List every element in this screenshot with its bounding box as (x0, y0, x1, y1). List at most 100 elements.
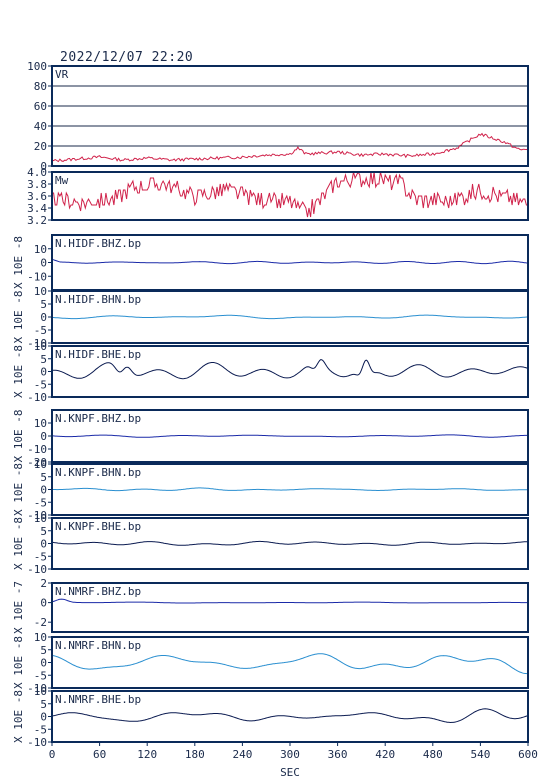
y-tick-label: 5 (40, 525, 47, 538)
y-tick-label: -5 (34, 378, 47, 391)
y-tick-label: -10 (27, 337, 47, 350)
y-tick-label: 0 (40, 597, 47, 610)
panel-label: N.HIDF.BHE.bp (55, 348, 141, 361)
panel-label: N.NMRF.BHN.bp (55, 639, 141, 652)
y-tick-label: 10 (34, 285, 47, 298)
x-tick-label: 300 (280, 748, 300, 761)
series-line-knpf-bhe (51, 540, 528, 546)
y-tick-label: 40 (34, 120, 47, 133)
y-tick-label: -10 (27, 509, 47, 522)
y-tick-label: 3.8 (27, 178, 47, 191)
y-tick-label: 10 (34, 243, 47, 256)
y-tick-label: -5 (34, 669, 47, 682)
series-line-nmrf-bhn (51, 653, 529, 675)
y-tick-label: 10 (34, 458, 47, 471)
x-tick-label: 480 (423, 748, 443, 761)
panel-mw: 3.23.43.63.84.0 Mw (27, 166, 529, 227)
x-tick-label: 240 (232, 748, 252, 761)
x-axis-label: SEC (280, 766, 300, 779)
y-tick-label: -10 (27, 682, 47, 695)
y-tick-label: 10 (34, 417, 47, 430)
series-line-knpf-bhz (51, 434, 528, 438)
panel-label: N.NMRF.BHZ.bp (55, 585, 141, 598)
y-tick-label: -10 (27, 270, 47, 283)
series-line-nmrf-bhe (51, 708, 529, 724)
panel-label: N.KNPF.BHN.bp (55, 466, 141, 479)
chart-title: 2022/12/07 22:20 (60, 50, 194, 65)
x-tick-label: 180 (185, 748, 205, 761)
y-tick-label: -5 (34, 550, 47, 563)
y-axis-label: X 10E -8 (12, 463, 25, 516)
series-line-knpf-bhn (52, 487, 528, 492)
y-tick-label: -10 (27, 391, 47, 404)
series-line-hidf-bhz (51, 258, 529, 265)
y-tick-label: 3.2 (27, 214, 47, 227)
y-axis-label: X 10E -8 (12, 690, 25, 743)
y-tick-label: 20 (34, 140, 47, 153)
y-tick-label: 100 (27, 60, 47, 73)
panel-vr: 0 20 40 60 80 100 VR (27, 60, 529, 173)
y-tick-label: 3.6 (27, 190, 47, 203)
y-axis-label: X 10E -7 (12, 581, 25, 634)
panel-label: N.KNPF.BHZ.bp (55, 412, 141, 425)
panel-label: N.KNPF.BHE.bp (55, 520, 141, 533)
y-tick-label: 80 (34, 80, 47, 93)
y-tick-label: 5 (40, 644, 47, 657)
y-tick-label: 0 (40, 160, 47, 173)
series-line-mw (52, 170, 528, 218)
plot-frame (51, 65, 529, 167)
y-tick-label: 0 (40, 311, 47, 324)
y-axis-label: X 10E -8 (12, 236, 25, 289)
y-tick-label: 0 (40, 711, 47, 724)
x-tick-label: 420 (375, 748, 395, 761)
y-tick-label: -10 (27, 563, 47, 576)
y-axis-label: X 10E -8 (12, 345, 25, 398)
y-tick-label: -5 (34, 324, 47, 337)
plot-frame (51, 582, 529, 633)
y-tick-label: 10 (34, 512, 47, 525)
panel-label: N.HIDF.BHN.bp (55, 293, 141, 306)
y-tick-label: -20 (27, 456, 47, 469)
panel-nmrf-bhz: -2 0 2 N.NMRF.BHZ.bp X 10E -7 (12, 577, 529, 634)
series-line-nmrf-bhz (51, 598, 529, 604)
y-axis-label: X 10E -8 (12, 636, 25, 689)
series-line-hidf-bhn (51, 314, 529, 320)
panel-label: VR (55, 68, 69, 81)
x-tick-label: 120 (137, 748, 157, 761)
y-axis-label: X 10E -8 (12, 291, 25, 344)
y-tick-label: 3.4 (27, 202, 47, 215)
panel-label: Mw (55, 174, 69, 187)
y-tick-label: -5 (34, 496, 47, 509)
y-tick-label: 2 (40, 577, 47, 590)
y-tick-label: 0 (40, 257, 47, 270)
series-line-hidf-bhe (51, 359, 529, 380)
y-tick-label: 5 (40, 471, 47, 484)
x-tick-label: 0 (49, 748, 56, 761)
y-tick-label: -10 (27, 443, 47, 456)
y-tick-label: 0 (40, 366, 47, 379)
x-axis: 0 60 120 180 240 300 360 420 480 540 600 SEC (49, 742, 538, 779)
y-axis-label: X 10E -8 (12, 410, 25, 463)
y-tick-label: -2 (34, 616, 47, 629)
y-tick-label: 60 (34, 100, 47, 113)
x-tick-label: 540 (470, 748, 490, 761)
y-tick-label: 10 (34, 340, 47, 353)
y-tick-label: 0 (40, 484, 47, 497)
y-tick-label: -5 (34, 723, 47, 736)
y-tick-label: 10 (34, 685, 47, 698)
y-tick-label: 5 (40, 698, 47, 711)
y-tick-label: 0 (40, 538, 47, 551)
x-tick-label: 60 (93, 748, 106, 761)
y-tick-label: 4.0 (27, 166, 47, 179)
y-tick-label: 5 (40, 353, 47, 366)
y-axis-label: X 10E -8 (12, 517, 25, 570)
x-tick-label: 600 (518, 748, 538, 761)
